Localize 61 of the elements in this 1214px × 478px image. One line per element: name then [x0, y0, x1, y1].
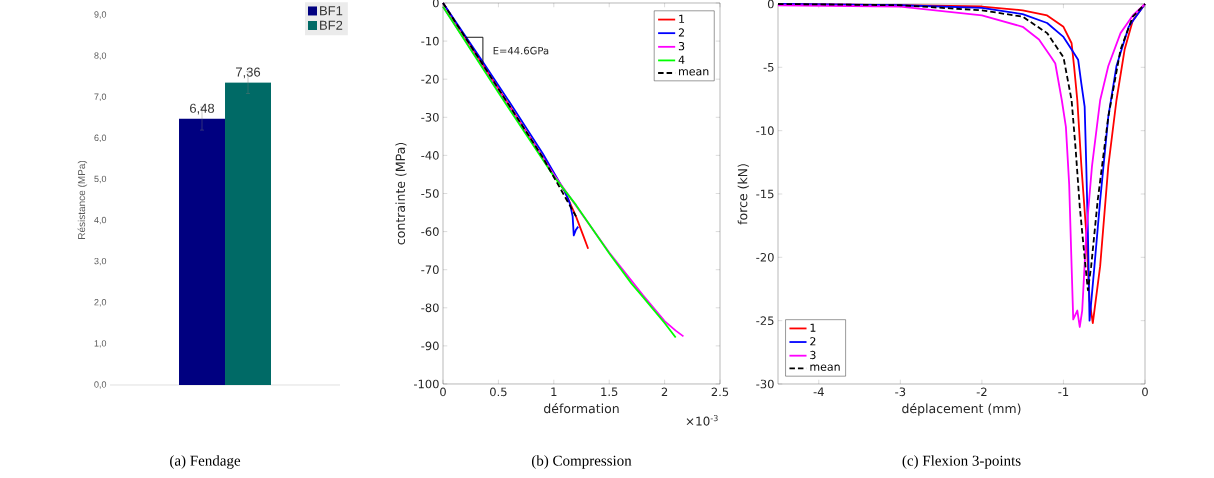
y-tick-label: 1,0: [94, 340, 107, 348]
x-tick-label: -1: [1058, 387, 1069, 396]
legend-label: 1: [810, 323, 816, 332]
data-label: 6,48: [190, 103, 215, 115]
y-tick-label: -70: [421, 265, 439, 275]
legend-label: 4: [678, 55, 685, 64]
text: (a) Fendage: [170, 455, 241, 469]
y-tick-label: -15: [756, 189, 774, 199]
y-tick-label: 2,0: [94, 299, 107, 307]
annotation: E=44.6GPa: [493, 46, 549, 55]
y-tick-label: 6,0: [94, 134, 107, 143]
legend-label: 1: [679, 14, 685, 23]
y-tick-label: 7,0: [94, 93, 107, 101]
legend-label: 2: [810, 337, 816, 346]
text: ×10$^{-3}$: [686, 415, 718, 426]
y-tick-label: -50: [421, 189, 439, 198]
y-tick-label: 9,0: [94, 11, 107, 19]
legend-label: mean: [679, 69, 709, 76]
y-tick-label: -10: [756, 126, 774, 135]
x-tick-label: -2: [976, 387, 987, 397]
y-tick-label: 4,0: [94, 216, 107, 225]
y-axis-title: force (kN): [737, 164, 749, 225]
data-label: 7,36: [236, 67, 261, 79]
y-axis-title: Résistance (MPa): [77, 160, 88, 239]
x-tick-label: 0: [440, 387, 446, 397]
y-tick-label: -30: [421, 112, 439, 122]
y-tick-label: -30: [756, 379, 774, 389]
x-tick-label: -3: [895, 387, 906, 397]
y-tick-label: -60: [421, 227, 439, 236]
legend-label: mean: [810, 364, 840, 371]
x-tick-label: 0: [1142, 387, 1148, 397]
legend-label: 3: [678, 42, 685, 51]
y-tick-label: 5,0: [94, 175, 107, 184]
x-tick-label: 0.5: [490, 387, 507, 397]
y-tick-label: -40: [421, 151, 439, 160]
y-tick-label: -100: [413, 379, 439, 389]
y-tick-label: -5: [763, 63, 774, 72]
x-tick-label: -4: [813, 387, 824, 396]
legend-label: BF2: [320, 20, 343, 30]
y-tick-label: -90: [421, 341, 439, 351]
y-tick-label: -20: [756, 252, 774, 262]
x-tick-label: 1: [551, 387, 557, 396]
x-tick-label: 2.5: [711, 387, 729, 397]
x-tick-label: 2: [661, 387, 668, 397]
y-tick-label: 8,0: [94, 52, 107, 60]
x-axis-title: déformation: [544, 403, 619, 414]
text: (b) Compression: [531, 455, 632, 469]
y-tick-label: -20: [421, 74, 439, 84]
x-axis-title: déplacement (mm): [902, 403, 1021, 416]
legend-label: BF1: [320, 6, 343, 16]
y-tick-label: -10: [421, 36, 439, 46]
y-tick-label: 0: [767, 0, 774, 9]
y-tick-label: 0,0: [94, 381, 107, 389]
x-tick-label: 1.5: [601, 387, 618, 397]
y-tick-label: -25: [756, 316, 774, 325]
y-tick-label: -80: [421, 303, 439, 313]
y-axis-title: contrainte (MPa): [395, 142, 407, 245]
y-tick-label: 3,0: [94, 257, 107, 266]
legend-label: 3: [810, 350, 816, 360]
legend-label: 2: [678, 28, 684, 37]
text: (c) Flexion 3-points: [902, 455, 1021, 469]
